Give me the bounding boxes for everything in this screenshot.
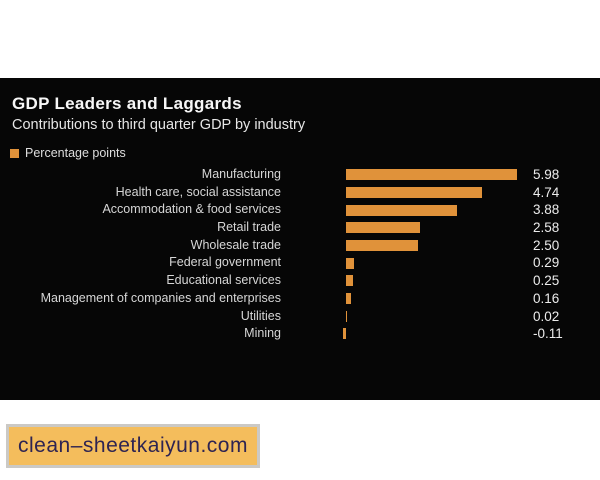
chart-subtitle: Contributions to third quarter GDP by in… (12, 117, 306, 133)
chart-panel: GDP Leaders and Laggards Contributions t… (0, 78, 600, 400)
chart-row: Educational services 0.25 (0, 272, 600, 290)
value-label: -0.11 (533, 326, 563, 342)
value-label: 0.16 (533, 290, 560, 306)
value-label: 2.50 (533, 237, 560, 253)
category-label: Federal government (169, 255, 281, 270)
chart-row: Retail trade 2.58 (0, 219, 600, 237)
bar (346, 186, 482, 198)
chart-row: Federal government 0.29 (0, 254, 600, 272)
bar (346, 257, 355, 269)
bar (346, 222, 420, 234)
category-label: Educational services (166, 273, 281, 288)
bar (346, 169, 518, 181)
bar-chart: Manufacturing 5.98 Health care, social ass… (0, 166, 600, 343)
chart-row: Health care, social assistance 4.74 (0, 184, 600, 202)
category-label: Accommodation & food services (102, 202, 281, 217)
value-label: 0.02 (533, 308, 560, 324)
category-label: Manufacturing (201, 167, 281, 181)
category-label: Wholesale trade (190, 237, 281, 252)
category-label: Health care, social assistance (115, 184, 281, 199)
chart-row: Manufacturing 5.98 (0, 166, 600, 184)
category-label: Utilities (240, 308, 281, 323)
value-label: 0.29 (533, 255, 560, 271)
watermark-box: clean–sheetkaiyun.com (6, 424, 260, 468)
bar (346, 310, 347, 322)
legend-label: Percentage points (25, 146, 126, 160)
chart-title: GDP Leaders and Laggards (12, 94, 242, 113)
category-label: Mining (244, 326, 281, 341)
category-label: Retail trade (217, 220, 281, 235)
legend: Percentage points (10, 146, 126, 160)
category-label: Management of companies and enterprises (40, 290, 281, 305)
chart-row: Utilities 0.02 (0, 308, 600, 326)
bar (346, 293, 351, 305)
bar (346, 275, 354, 287)
legend-swatch-icon (10, 148, 19, 158)
bar (342, 328, 346, 340)
value-label: 2.58 (533, 220, 560, 236)
chart-row: Management of companies and enterprises 0… (0, 290, 600, 308)
value-label: 4.74 (533, 184, 560, 200)
value-label: 3.88 (533, 202, 560, 218)
value-label: 5.98 (533, 167, 560, 182)
chart-row: Wholesale trade 2.50 (0, 237, 600, 255)
bar (346, 240, 418, 252)
chart-row: Mining -0.11 (0, 325, 600, 343)
chart-row: Accommodation & food services 3.88 (0, 201, 600, 219)
value-label: 0.25 (533, 273, 560, 289)
watermark-text: clean–sheetkaiyun.com (18, 434, 248, 457)
bar (346, 204, 457, 216)
